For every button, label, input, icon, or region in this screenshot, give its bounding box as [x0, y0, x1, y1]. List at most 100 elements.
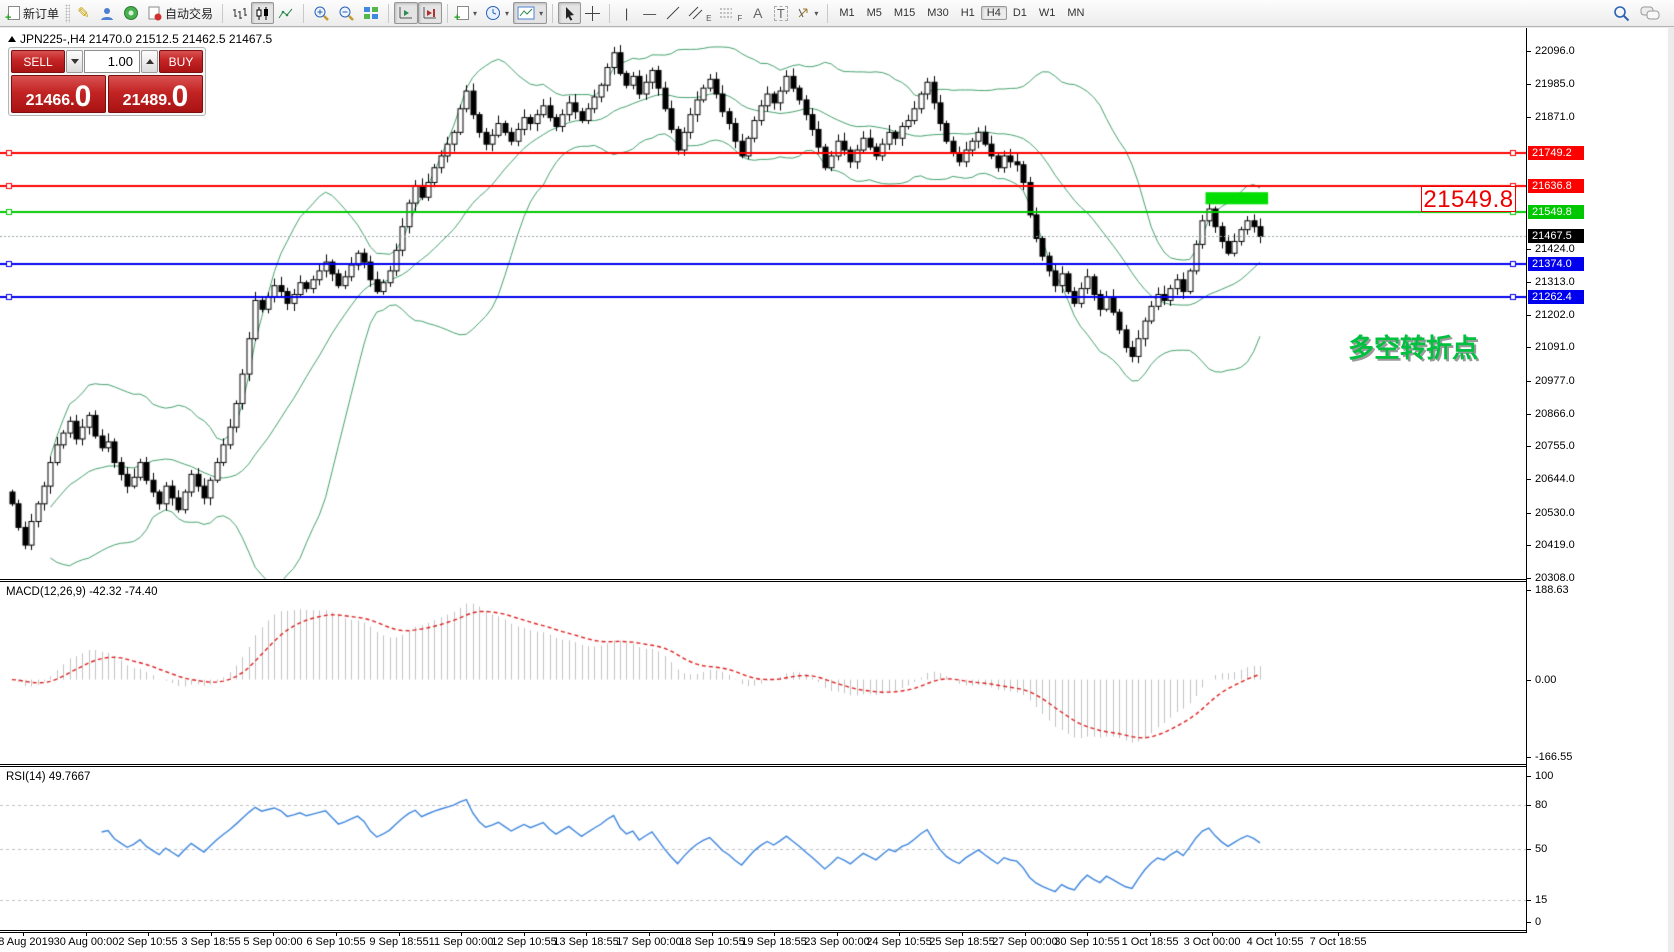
- toolbar-separator: [303, 3, 305, 23]
- tile-windows-button[interactable]: [359, 2, 383, 24]
- time-axis-tick: [1087, 933, 1088, 936]
- macd-axis-tick: [1527, 590, 1531, 591]
- price-axis[interactable]: 22096.0 21985.0 21871.0 21424.0 21313.0 21202…: [1527, 28, 1668, 933]
- trendline-button[interactable]: [661, 2, 684, 24]
- zoom-in-button[interactable]: [309, 2, 334, 24]
- buy-price: 21489: [122, 92, 168, 109]
- macd-canvas[interactable]: [0, 584, 1526, 764]
- chevron-down-icon: ▾: [473, 8, 478, 18]
- collapse-triangle-icon[interactable]: [8, 36, 16, 42]
- candlestick-chart-button[interactable]: [251, 2, 275, 24]
- time-axis-label: 17 Sep 00:00: [616, 936, 682, 948]
- symbol-title-text: JPN225-,H4 21470.0 21512.5 21462.5 21467…: [20, 32, 273, 46]
- timeframe-button-mn[interactable]: MN: [1067, 7, 1085, 19]
- price-axis-tick-label: 20419.0: [1535, 539, 1575, 551]
- text-tool-icon: A: [753, 5, 763, 21]
- price-axis-tick-label: 21424.0: [1535, 243, 1575, 255]
- candlestick-chart-canvas[interactable]: [0, 28, 1526, 579]
- sell-price-button[interactable]: 21466. 0: [11, 75, 106, 113]
- new-order-label: 新订单: [23, 6, 60, 21]
- chat-icon[interactable]: [1640, 5, 1660, 21]
- arrows-button[interactable]: ▾: [792, 2, 822, 24]
- time-axis-tick: [774, 933, 775, 936]
- toolbar: + 新订单 ✎ 自动交易 + ▾ ▾: [0, 0, 1674, 27]
- autotrading-button[interactable]: 自动交易: [143, 2, 217, 24]
- periods-button[interactable]: ▾: [481, 2, 513, 24]
- bar-chart-button[interactable]: [228, 2, 251, 24]
- time-axis-label: 12 Sep 10:55: [491, 936, 557, 948]
- horizontal-line-button[interactable]: —: [638, 2, 661, 24]
- pane-separator[interactable]: [0, 764, 1668, 767]
- chart-shift-button[interactable]: [394, 2, 419, 24]
- tile-windows-icon: [364, 7, 379, 19]
- crayon-button[interactable]: ✎: [72, 2, 95, 24]
- time-axis-label: 13 Sep 18:55: [553, 936, 619, 948]
- rsi-axis-tick-label: 50: [1535, 843, 1548, 855]
- rsi-axis-tick-label: 15: [1535, 894, 1548, 906]
- publisher-button[interactable]: [95, 2, 119, 24]
- time-axis-tick: [837, 933, 838, 936]
- price-axis-tick-label: 20977.0: [1535, 375, 1575, 387]
- pane-separator[interactable]: [0, 579, 1668, 582]
- triangle-up-icon: [145, 59, 154, 64]
- chevron-down-icon: ▾: [814, 8, 819, 18]
- line-chart-button[interactable]: [274, 2, 298, 24]
- price-axis-tick: [1527, 315, 1531, 316]
- price-axis-tick: [1527, 249, 1531, 250]
- indicators-button[interactable]: + ▾: [453, 2, 481, 24]
- price-callout-label[interactable]: 21549.8: [1421, 186, 1516, 212]
- timeframe-button-h4[interactable]: H4: [980, 6, 1007, 20]
- current-price-badge: 21467.5: [1528, 229, 1584, 243]
- text-label-button[interactable]: T: [769, 2, 792, 24]
- volume-decrease-button[interactable]: [66, 50, 83, 73]
- candlestick-chart-icon: [256, 6, 269, 20]
- cursor-button[interactable]: [558, 2, 582, 24]
- rsi-canvas[interactable]: [0, 769, 1526, 930]
- timeframe-button-w1[interactable]: W1: [1038, 7, 1056, 19]
- volume-input[interactable]: [84, 50, 140, 73]
- channel-button[interactable]: E: [684, 2, 715, 24]
- timeframe-button-h1[interactable]: H1: [960, 7, 975, 19]
- price-axis-tick-label: 20644.0: [1535, 473, 1575, 485]
- price-axis-tick: [1527, 513, 1531, 514]
- timeframe-button-d1[interactable]: D1: [1012, 7, 1027, 19]
- cursor-icon: [565, 6, 574, 21]
- price-axis-tick: [1527, 578, 1531, 579]
- autotrading-label: 自动交易: [165, 6, 214, 21]
- buy-button[interactable]: BUY: [159, 50, 203, 73]
- timeframe-button-m30[interactable]: M30: [927, 7, 949, 19]
- sell-button[interactable]: SELL: [11, 50, 65, 73]
- volume-increase-button[interactable]: [141, 50, 158, 73]
- vertical-line-button[interactable]: |: [615, 2, 638, 24]
- crosshair-button[interactable]: [581, 2, 604, 24]
- new-order-icon: +: [5, 6, 20, 24]
- one-click-trading-panel: SELL BUY 21466.0 21489.0: [8, 47, 206, 116]
- macd-axis-tick-label: 188.63: [1535, 584, 1569, 596]
- sound-button[interactable]: [119, 2, 143, 24]
- fibonacci-button[interactable]: F: [715, 2, 746, 24]
- chart-autoscroll-button[interactable]: [418, 2, 443, 24]
- zoom-out-icon: [339, 6, 354, 21]
- rsi-axis-tick: [1527, 900, 1531, 901]
- timeframe-button-m5[interactable]: M5: [866, 7, 882, 19]
- timeframe-button-m15[interactable]: M15: [893, 7, 916, 19]
- price-axis-tick-label: 21313.0: [1535, 276, 1575, 288]
- search-icon[interactable]: [1613, 5, 1630, 22]
- fibonacci-icon: [720, 8, 733, 18]
- rsi-label: RSI(14) 49.7667: [6, 771, 91, 783]
- buy-price-button[interactable]: 21489. 0: [108, 75, 203, 113]
- time-axis-tick: [962, 933, 963, 936]
- timeframe-button-m1[interactable]: M1: [839, 7, 855, 19]
- sell-price-big-digit: 0: [74, 80, 92, 113]
- time-axis-tick: [336, 933, 337, 936]
- time-axis-tick: [586, 933, 587, 936]
- time-axis-label: 4 Oct 10:55: [1246, 936, 1304, 948]
- price-axis-tick-label: 20866.0: [1535, 408, 1575, 420]
- time-axis-tick: [399, 933, 400, 936]
- text-tool-button[interactable]: A: [746, 2, 769, 24]
- zoom-out-button[interactable]: [334, 2, 359, 24]
- templates-button[interactable]: ▾: [513, 2, 548, 24]
- new-order-button[interactable]: + 新订单: [4, 2, 63, 24]
- macd-axis-tick: [1527, 757, 1531, 758]
